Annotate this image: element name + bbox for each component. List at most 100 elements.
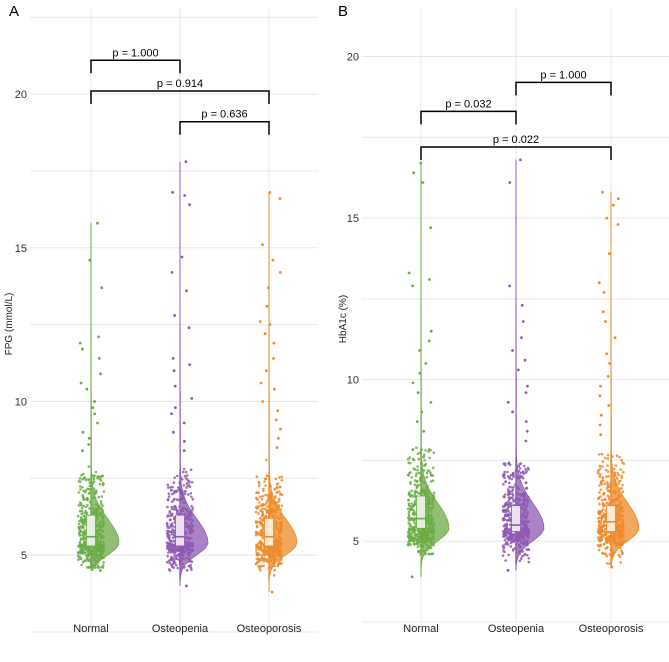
data-point (182, 557, 186, 560)
significance-bracket: p = 0.022 (420, 134, 612, 160)
data-point (101, 530, 105, 533)
data-point (85, 556, 89, 559)
data-point (279, 558, 283, 562)
data-point (95, 541, 98, 544)
outlier-point (429, 226, 432, 230)
data-point (269, 500, 272, 504)
data-point (432, 491, 436, 495)
outlier-point (605, 216, 609, 220)
data-point (504, 480, 507, 484)
outlier-point (171, 191, 175, 194)
data-point (421, 488, 424, 492)
data-point (255, 521, 258, 524)
data-point (614, 474, 617, 478)
data-point (188, 548, 192, 552)
data-point (275, 546, 278, 550)
data-point (413, 483, 417, 487)
data-point (93, 491, 96, 495)
data-point (414, 528, 417, 532)
panel-letter: B (338, 3, 348, 20)
data-point (526, 511, 529, 515)
data-point (607, 474, 610, 478)
data-point (503, 538, 507, 542)
data-point (269, 511, 272, 515)
data-point (614, 544, 618, 548)
data-point (428, 507, 432, 510)
data-point (522, 492, 526, 495)
data-point (411, 539, 414, 542)
data-point (180, 550, 183, 553)
data-point (407, 502, 411, 506)
data-point (518, 474, 522, 478)
data-point (413, 536, 416, 540)
data-point (183, 545, 187, 549)
data-point (255, 475, 259, 479)
data-point (183, 551, 186, 554)
data-point (102, 556, 105, 559)
data-point (172, 498, 176, 502)
data-point (190, 495, 193, 499)
data-point (278, 522, 282, 526)
outlier-point (520, 303, 524, 307)
data-point (279, 492, 282, 496)
data-point (525, 470, 528, 473)
bracket-line (90, 90, 270, 104)
data-point (80, 504, 83, 507)
data-point (189, 536, 193, 540)
outlier-point (421, 181, 425, 184)
data-point (512, 533, 515, 537)
data-point (510, 486, 513, 489)
data-point (277, 545, 281, 549)
outlier-point (521, 320, 525, 323)
data-point (280, 504, 284, 508)
data-point (93, 559, 97, 562)
data-point (618, 518, 622, 522)
iqr-box (86, 514, 96, 547)
outlier-point (96, 221, 99, 225)
data-point (189, 551, 192, 554)
data-point (605, 481, 609, 484)
data-point (78, 485, 82, 488)
data-point (411, 448, 415, 451)
data-point (425, 495, 428, 499)
data-point (259, 495, 262, 499)
data-point (527, 560, 531, 564)
data-point (619, 561, 622, 564)
data-point (94, 503, 98, 506)
outlier-point (418, 349, 421, 352)
data-point (180, 548, 184, 551)
outlier-point (277, 436, 280, 440)
data-point (597, 516, 600, 520)
data-point (180, 498, 183, 502)
data-point (182, 506, 185, 510)
outlier-point (172, 430, 175, 434)
data-point (410, 489, 414, 493)
outlier-point (511, 349, 514, 352)
data-point (603, 515, 607, 518)
data-point (81, 560, 85, 564)
data-point (277, 529, 281, 533)
data-point (417, 457, 421, 461)
data-point (620, 552, 624, 556)
outlier-point (412, 171, 416, 175)
data-point (517, 543, 521, 547)
data-point (170, 544, 174, 548)
data-point (172, 557, 175, 560)
data-point (504, 559, 507, 562)
data-point (599, 473, 602, 476)
data-point (98, 483, 102, 486)
data-point (416, 542, 420, 546)
data-point (409, 523, 412, 526)
data-point (191, 549, 194, 552)
data-point (258, 482, 261, 485)
data-point (432, 537, 436, 540)
data-point (169, 486, 172, 489)
data-point (78, 557, 81, 560)
data-point (413, 521, 416, 524)
data-point (414, 474, 418, 478)
data-point (596, 497, 600, 500)
data-point (421, 535, 425, 538)
data-point (99, 500, 103, 503)
data-point (431, 535, 435, 538)
outlier-point (607, 404, 611, 407)
